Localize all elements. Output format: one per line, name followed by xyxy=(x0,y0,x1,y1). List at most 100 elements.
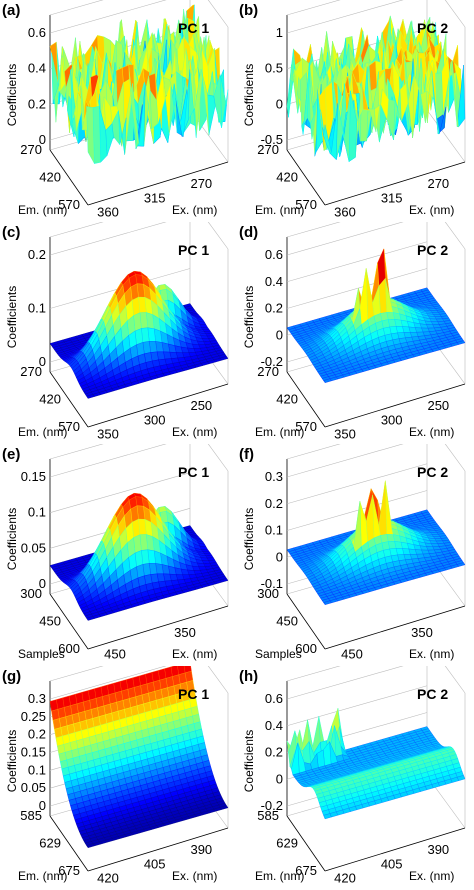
surface-cell xyxy=(323,378,332,383)
surface-mesh xyxy=(286,708,466,820)
z-tick-label: 0.1 xyxy=(265,523,283,538)
x-axis-label: Em. (nm) xyxy=(255,869,304,883)
y-axis-line xyxy=(324,383,466,428)
x-tick-label: 675 xyxy=(58,863,80,878)
y-tick-label: 350 xyxy=(411,625,433,640)
x-tick-label: 585 xyxy=(20,808,42,823)
chart-title: PC 2 xyxy=(417,242,449,258)
z-axis-label: Coefficients xyxy=(5,508,19,570)
z-tick-label: 1 xyxy=(276,25,283,40)
y-tick-label: 300 xyxy=(381,412,403,427)
chart-panel-e: (e) 0.15 0.1 0.05 0 300 450 600 450 350 Coefficien… xyxy=(0,444,237,666)
y-tick-label: 300 xyxy=(144,412,166,427)
x-axis-line xyxy=(286,149,326,206)
x-tick-label: 585 xyxy=(257,808,279,823)
y-tick-label: 450 xyxy=(341,647,363,662)
z-tick-label: 0.1 xyxy=(28,505,46,520)
z-tick-label: 0.2 xyxy=(28,727,46,742)
y-tick-label: 350 xyxy=(334,427,356,442)
surface-plot: 0.60.40.20-0.2270420570350300250Coeffici… xyxy=(242,222,466,442)
y-axis-label: Ex. (nm) xyxy=(409,203,454,217)
x-axis-line xyxy=(286,371,326,428)
z-tick-label: 0.25 xyxy=(21,709,46,724)
z-tick-label: 0.3 xyxy=(265,469,283,484)
z-tick-label: 0.05 xyxy=(21,540,46,555)
x-axis-label: Samples xyxy=(18,647,65,661)
surface-plot: 0.60.40.20270420570360315270Coefficients… xyxy=(5,0,229,220)
chart-title: PC 1 xyxy=(178,242,210,258)
z-tick-label: 0.4 xyxy=(265,718,283,733)
z-tick-label: 0 xyxy=(39,798,46,813)
x-tick-label: 629 xyxy=(276,836,298,851)
y-axis-label: Ex. (nm) xyxy=(172,203,217,217)
surface-mesh xyxy=(286,15,466,162)
x-axis-label: Em. (nm) xyxy=(255,203,304,217)
x-tick-label: 270 xyxy=(257,142,279,157)
chart-title: PC 2 xyxy=(417,686,449,702)
z-tick-label: -0.5 xyxy=(261,132,283,147)
z-tick-label: 0.4 xyxy=(265,274,283,289)
chart-panel-a: (a) 0.6 0.4 0.2 0 270 420 570 360 315 270 Coefficie… xyxy=(0,0,237,222)
y-tick-label: 360 xyxy=(97,205,119,220)
surface-plot: 10.50-0.5270420570360315270CoefficientsE… xyxy=(242,0,466,220)
surface-cell xyxy=(323,600,332,605)
surface-mesh xyxy=(286,248,466,383)
y-axis-label: Ex. (nm) xyxy=(172,647,217,661)
y-tick-label: 450 xyxy=(104,647,126,662)
y-tick-label: 250 xyxy=(427,398,449,413)
panel-label: (b) xyxy=(239,2,259,19)
z-tick-label: 0 xyxy=(276,771,283,786)
z-tick-label: 0 xyxy=(39,576,46,591)
z-tick-label: 0.5 xyxy=(265,61,283,76)
z-tick-label: 0.2 xyxy=(28,247,46,262)
y-tick-label: 405 xyxy=(381,856,403,871)
x-axis-line xyxy=(49,815,89,872)
y-axis-label: Ex. (nm) xyxy=(172,425,217,439)
x-tick-label: 629 xyxy=(39,836,61,851)
chart-title: PC 2 xyxy=(417,20,449,36)
y-tick-label: 315 xyxy=(144,190,166,205)
chart-title: PC 1 xyxy=(178,686,210,702)
y-tick-label: 315 xyxy=(381,190,403,205)
surface-cell xyxy=(86,843,95,848)
z-tick-label: 0.4 xyxy=(28,61,46,76)
surface-mesh xyxy=(49,492,229,621)
z-tick-label: 0.6 xyxy=(265,691,283,706)
z-tick-label: 0.1 xyxy=(28,301,46,316)
x-tick-label: 270 xyxy=(20,142,42,157)
x-axis-label: Em. (nm) xyxy=(255,425,304,439)
panel-label: (h) xyxy=(239,668,259,685)
chart-panel-f: (f) 0.3 0.2 0.1 0 -0.1 300 450 600 450 350 Coeffici… xyxy=(237,444,474,666)
z-axis-label: Coefficients xyxy=(242,730,256,792)
z-axis-label: Coefficients xyxy=(242,508,256,570)
chart-title: PC 1 xyxy=(178,20,210,36)
surface-mesh xyxy=(49,4,229,164)
surface-mesh xyxy=(49,270,229,399)
surface-cell xyxy=(49,699,59,712)
z-axis-label: Coefficients xyxy=(5,286,19,348)
z-tick-label: 0 xyxy=(276,96,283,111)
x-tick-label: 600 xyxy=(58,641,80,656)
panel-label: (g) xyxy=(2,668,22,685)
x-tick-label: 420 xyxy=(39,170,61,185)
surface-cell xyxy=(86,616,95,621)
surface-plot: 0.60.40.20-0.2585629675420405390Coeffici… xyxy=(242,666,466,886)
x-axis-line xyxy=(286,593,326,650)
y-tick-label: 420 xyxy=(97,871,119,886)
z-tick-label: 0 xyxy=(39,132,46,147)
y-axis-line xyxy=(87,383,229,428)
chart-panel-c: (c) 0.2 0.1 0 270 420 570 350 300 250 Coefficients… xyxy=(0,222,237,444)
surface-cell xyxy=(353,501,362,553)
z-axis-label: Coefficients xyxy=(5,64,19,126)
surface-mesh xyxy=(49,666,229,848)
x-tick-label: 420 xyxy=(276,170,298,185)
x-axis-label: Samples xyxy=(255,647,302,661)
z-tick-label: 0.2 xyxy=(28,96,46,111)
z-tick-label: 0.2 xyxy=(265,301,283,316)
surface-plot: 0.20.10270420570350300250CoefficientsEm.… xyxy=(5,222,229,442)
x-axis-line xyxy=(49,149,89,206)
z-tick-label: 0.2 xyxy=(265,745,283,760)
x-axis-label: Em. (nm) xyxy=(18,869,67,883)
